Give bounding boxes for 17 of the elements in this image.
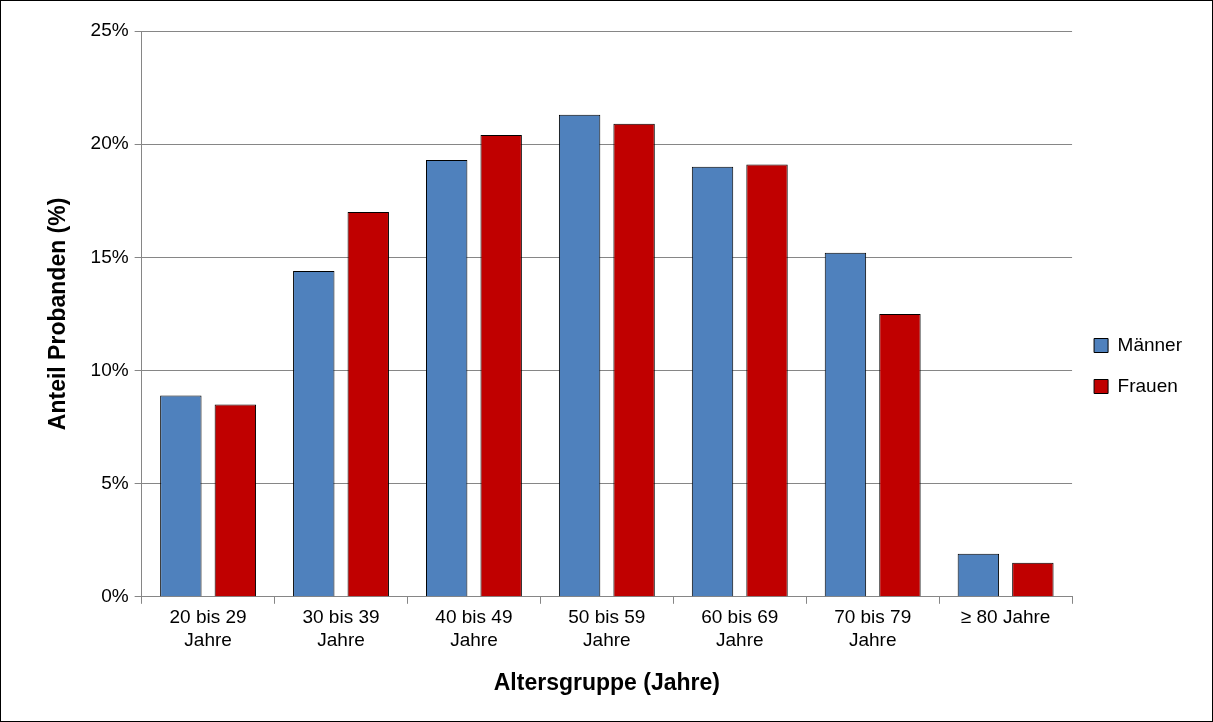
x-tick-label: 40 bis 49 Jahre [435,606,513,651]
x-tick-label: 30 bis 39 Jahre [302,606,380,651]
x-tick-label: 70 bis 79 Jahre [834,606,912,651]
y-tick-label: 0% [101,585,129,607]
y-axis-title: Anteil Probanden (%) [44,197,71,431]
x-tick-label: ≥ 80 Jahre [960,606,1051,628]
x-tick-label: 20 bis 29 Jahre [169,606,247,651]
y-tick-label: 15% [90,245,129,267]
x-tick-label: 60 bis 69 Jahre [701,606,779,651]
x-axis-title: Altersgruppe (Jahre) [493,668,720,695]
y-tick-label: 25% [90,19,129,41]
y-tick-label: 10% [90,358,129,380]
y-tick-label: 20% [90,132,129,154]
legend-label: Männer [1117,333,1183,355]
legend-label: Frauen [1117,374,1178,396]
x-tick-label: 50 bis 59 Jahre [568,606,646,651]
y-tick-label: 5% [101,471,129,493]
